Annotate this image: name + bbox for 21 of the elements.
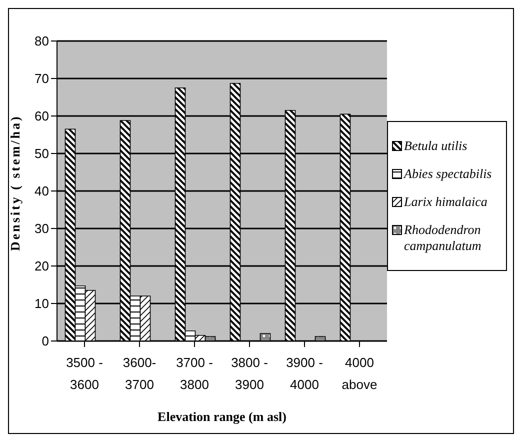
y-tick-label: 50 bbox=[34, 146, 49, 162]
x-tick-label: 3900 - 4000 bbox=[286, 355, 323, 392]
y-tick-label: 30 bbox=[34, 221, 49, 236]
y-axis-title: Density ( stem/ha) bbox=[8, 114, 23, 251]
legend-label: Rhododendron campanulatum bbox=[404, 222, 482, 254]
x-tick-label: 3500 - 3600 bbox=[66, 355, 103, 392]
legend-label: Abies spectabilis bbox=[404, 166, 492, 182]
legend-label: Larix himalaica bbox=[404, 194, 488, 210]
y-tick-label: 70 bbox=[34, 71, 49, 86]
y-tick-label: 60 bbox=[34, 108, 49, 124]
x-tick-label: 3700 - 3800 bbox=[176, 355, 213, 392]
y-tick-label: 10 bbox=[34, 296, 49, 312]
x-tick-label: 4000 above bbox=[342, 355, 378, 392]
x-tick-label: 3800 - 3900 bbox=[231, 355, 268, 392]
y-tick-label: 40 bbox=[34, 184, 49, 199]
y-tick-label: 0 bbox=[42, 334, 49, 349]
x-tick-label: 3600- 3700 bbox=[122, 355, 156, 392]
y-tick-label: 20 bbox=[34, 258, 49, 274]
legend-label: Betula utilis bbox=[404, 138, 468, 154]
x-axis-title: Elevation range (m asl) bbox=[158, 409, 286, 424]
y-tick-label: 80 bbox=[34, 34, 49, 49]
